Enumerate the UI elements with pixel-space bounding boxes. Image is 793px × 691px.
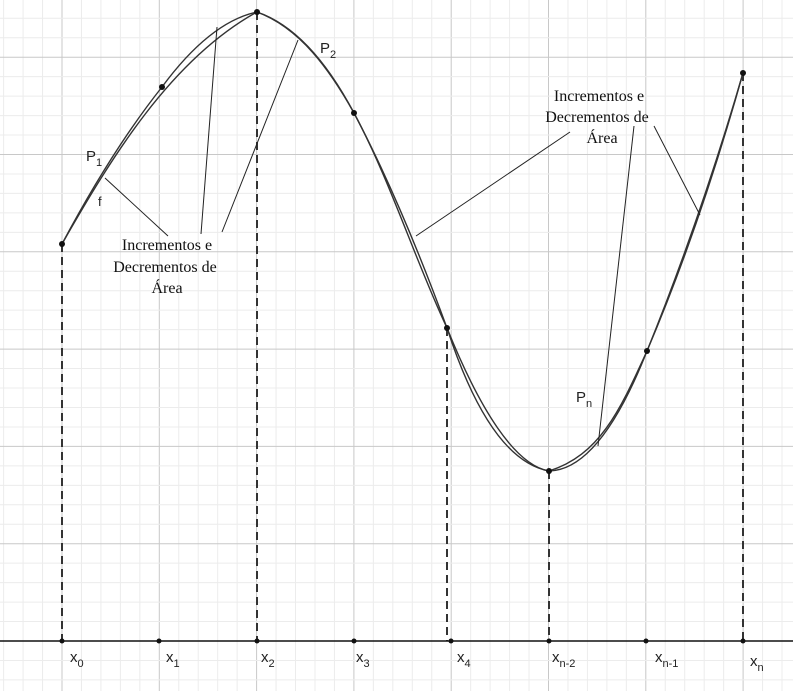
annotation-leader-lines — [104, 26, 701, 447]
axis-tick — [156, 638, 162, 644]
axis-tick — [448, 638, 454, 644]
x-axis-label-3: x3 — [356, 649, 370, 670]
node-points — [59, 9, 746, 474]
x-axis-label-0: x0 — [70, 649, 84, 670]
x-axis-label-n-2: xn-2 — [552, 649, 575, 670]
x-axis-label-1: x1 — [166, 649, 180, 670]
curve-label-pn: Pn — [576, 389, 592, 410]
leader-line — [653, 125, 701, 216]
axis-tick — [546, 638, 552, 644]
leader-line — [415, 131, 571, 237]
axis-tick — [643, 638, 649, 644]
axis-tick-points — [59, 638, 746, 644]
node-point — [159, 84, 165, 90]
x-axis-label-n-1: xn-1 — [655, 649, 678, 670]
curve-label-f: f — [98, 194, 102, 209]
axis-tick — [351, 638, 357, 644]
node-point — [546, 468, 552, 474]
x-axis-labels: x0 x1 x2 x3 x4 xn-2 xn-1 xn — [70, 649, 764, 674]
leader-line — [221, 39, 299, 233]
node-point — [444, 325, 450, 331]
curve-label-p1: P1 — [86, 148, 102, 169]
axis-tick — [740, 638, 746, 644]
leader-line — [104, 177, 169, 237]
ordinate-lines — [61, 12, 744, 641]
curve-label-p2: P2 — [320, 40, 336, 61]
annotation-right: Incrementos e Decrementos de Área — [545, 88, 653, 147]
node-point — [254, 9, 260, 15]
node-point — [740, 70, 746, 76]
leader-line — [200, 26, 218, 235]
x-axis-label-4: x4 — [457, 649, 471, 670]
axis-tick — [254, 638, 260, 644]
node-point — [351, 110, 357, 116]
x-axis-label-2: x2 — [261, 649, 275, 670]
x-axis-label-n: xn — [750, 653, 764, 674]
node-point — [59, 241, 65, 247]
node-point — [644, 348, 650, 354]
annotation-left: Incrementos e Decrementos de Área — [113, 237, 221, 297]
leader-line — [597, 125, 635, 447]
axis-tick — [59, 638, 65, 644]
